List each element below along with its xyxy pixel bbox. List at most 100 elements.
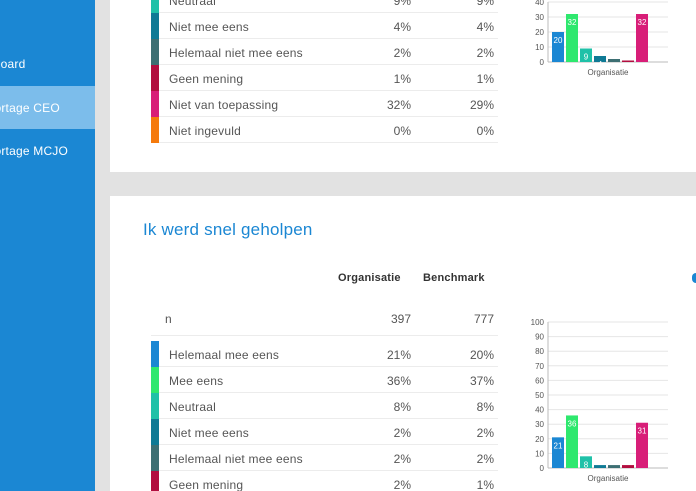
table-row: Neutraal 8% 8%: [151, 393, 498, 419]
bar: [566, 14, 578, 62]
y-tick-label: 10: [535, 449, 544, 458]
answer-label: Helemaal mee eens: [169, 348, 280, 362]
benchmark-value: 8%: [476, 400, 494, 414]
color-swatch: [151, 39, 159, 65]
column-header-benchmark: Benchmark: [423, 272, 485, 284]
sidebar-item-rapportage-ceo[interactable]: Rapportage CEO: [0, 86, 95, 129]
x-axis-label: Organisatie: [588, 68, 629, 77]
y-tick-label: 80: [535, 347, 544, 356]
answer-label: Niet mee eens: [169, 20, 249, 34]
table-row: Niet ingevuld 0% 0%: [151, 117, 498, 143]
organisatie-value: 36%: [386, 374, 411, 388]
data-label: 9: [584, 53, 589, 62]
bar: [552, 32, 564, 62]
data-label: 1: [626, 65, 631, 74]
color-swatch: [151, 13, 159, 39]
color-swatch: [151, 471, 159, 491]
answer-label: Mee eens: [169, 374, 224, 388]
benchmark-value: 4%: [476, 20, 494, 34]
bar: [580, 456, 592, 468]
answer-label: Niet van toepassing: [169, 98, 279, 112]
y-tick-label: 30: [535, 420, 544, 429]
sidebar-item-rapportage-mcjo[interactable]: Rapportage MCJO: [0, 129, 95, 172]
bar-chart-previous: 0 10 20 30 40 20 32 94 2 1 32 Organisatie: [535, 0, 668, 77]
table-row: Helemaal niet mee eens 2% 2%: [151, 445, 498, 471]
benchmark-value: 37%: [469, 374, 494, 388]
data-label: 36: [568, 419, 577, 428]
question-card-previous: Neutraal 9% 9% Niet mee eens 4% 4% Helemaal ni…: [110, 0, 696, 172]
y-tick-label: 70: [535, 362, 544, 371]
y-tick-label: 40: [535, 406, 544, 415]
benchmark-value: 2%: [476, 426, 494, 440]
answer-label: Geen mening: [169, 478, 244, 491]
color-swatch: [151, 91, 159, 117]
organisatie-value: 0%: [393, 124, 411, 138]
y-tick-label: 100: [531, 318, 545, 327]
benchmark-value: 1%: [476, 72, 494, 86]
organisatie-value: 21%: [386, 348, 411, 362]
data-label: 20: [554, 36, 563, 45]
color-swatch: [151, 419, 159, 445]
color-swatch: [151, 0, 159, 13]
color-swatch: [151, 65, 159, 91]
legend-dot: [692, 273, 696, 283]
answer-label: Geen mening: [169, 72, 244, 86]
data-label: 21: [554, 441, 563, 450]
answer-label: Neutraal: [169, 0, 216, 8]
sidebar-item-label: Rapportage MCJO: [0, 143, 69, 158]
y-tick-label: 0: [540, 464, 545, 473]
x-axis-label: Organisatie: [588, 474, 629, 483]
bar: [622, 465, 634, 468]
column-header-organisatie: Organisatie: [338, 272, 401, 284]
table-row: Helemaal niet mee eens 2% 2%: [151, 39, 498, 65]
answer-label: Niet ingevuld: [169, 124, 241, 138]
data-label: 2: [612, 63, 617, 72]
color-swatch: [151, 367, 159, 393]
benchmark-value: 20%: [469, 348, 494, 362]
sidebar-item-dashboard[interactable]: Dashboard: [0, 42, 95, 85]
answer-label: Neutraal: [169, 400, 216, 414]
bar: [552, 437, 564, 468]
data-label: 31: [638, 427, 647, 436]
y-tick-label: 0: [540, 58, 545, 67]
question-title: Ik werd snel geholpen: [143, 220, 313, 239]
answer-label: Helemaal niet mee eens: [169, 46, 303, 60]
table-row: Niet van toepassing 32% 29%: [151, 91, 498, 117]
sidebar-item-label: Rapportage CEO: [0, 100, 60, 115]
n-label: n: [165, 312, 172, 326]
answer-label: Helemaal niet mee eens: [169, 452, 303, 466]
benchmark-value: 0%: [476, 124, 494, 138]
color-swatch: [151, 117, 159, 143]
sidebar: Dashboard Rapportage CEO Rapportage MCJO: [0, 0, 95, 491]
bar: [608, 59, 620, 62]
sidebar-item-label: Dashboard: [0, 56, 26, 71]
table-row: Niet mee eens 2% 2%: [151, 419, 498, 445]
y-tick-label: 10: [535, 43, 544, 52]
y-tick-label: 20: [535, 435, 544, 444]
y-tick-label: 90: [535, 333, 544, 342]
organisatie-value: 2%: [393, 478, 411, 491]
table-row: Geen mening 1% 1%: [151, 65, 498, 91]
organisatie-value: 9%: [393, 0, 411, 8]
y-tick-label: 20: [535, 28, 544, 37]
question-card-snel-geholpen: Ik werd snel geholpen Organisatie Benchm…: [110, 196, 696, 491]
bar: [594, 56, 606, 62]
table-row: Neutraal 9% 9%: [151, 0, 498, 13]
bar: [622, 60, 634, 62]
table-row-n: n 397 777: [151, 304, 498, 336]
organisatie-value: 4%: [393, 20, 411, 34]
organisatie-value: 2%: [393, 46, 411, 60]
y-tick-label: 60: [535, 376, 544, 385]
bar: [636, 422, 648, 468]
answer-label: Niet mee eens: [169, 426, 249, 440]
organisatie-value: 32%: [386, 98, 411, 112]
benchmark-value: 2%: [476, 452, 494, 466]
data-label: 8: [584, 460, 589, 469]
bar: [608, 465, 620, 468]
y-tick-label: 40: [535, 0, 544, 7]
color-swatch: [151, 393, 159, 419]
color-swatch: [151, 341, 159, 367]
bar: [580, 48, 592, 62]
bar: [636, 14, 648, 62]
n-organisatie-value: 397: [390, 312, 411, 326]
